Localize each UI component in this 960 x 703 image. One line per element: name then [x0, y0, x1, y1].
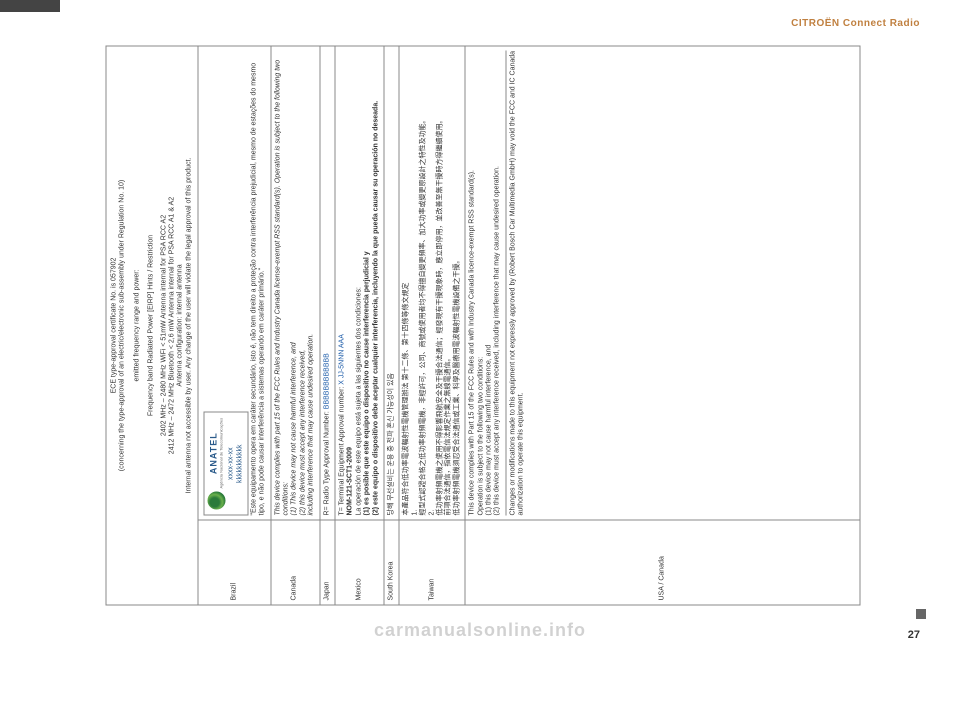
usa-canada-row: USA / Canada This device complies with P… [466, 47, 860, 605]
usa-content: This device complies with Part 15 of the… [466, 47, 860, 520]
warning-line: Internal antenna not accessible by user.… [185, 51, 193, 601]
mexico-line5: (2) este equipo o dispositivo debe acept… [372, 51, 380, 516]
japan-approval-number: BBBBBBBBBBBB [323, 353, 330, 409]
country-cell: USA / Canada [466, 520, 860, 605]
country-cell: Taiwan [400, 520, 465, 605]
anatel-sub-text: Agência Nacional de Telecomunicações [220, 418, 225, 489]
ece-sub-line: (concerning the type-approval of an elec… [119, 51, 127, 601]
watermark-text: carmanualsonline.info [374, 620, 586, 641]
brazil-content: ANATEL Agência Nacional de Telecomunicaç… [199, 47, 271, 520]
country-cell: South Korea [384, 520, 398, 605]
ece-line: ECE type-approval certificate No. is 057… [111, 51, 119, 601]
anatel-code2: kkkkkkkkkkk [236, 418, 244, 510]
country-cell: Mexico [336, 520, 384, 605]
mexico-nom: NOM-121-SCT1-2009 [347, 51, 355, 516]
mexico-line1: T= Terminal Equipment Approval number: [339, 385, 346, 516]
south-korea-row: South Korea 당해 무선설비는 운용 중 전파 혼신 가능성이 있음 [384, 47, 399, 605]
freq-title: Frequency band Radiated Power [EIRP] Hin… [148, 51, 156, 601]
emitted-line: emitted frequency range and power: [133, 51, 141, 601]
country-cell: Brazil [199, 520, 271, 605]
brazil-text: "Este equipamento opera em caráter secun… [250, 51, 267, 516]
usa-block1: This device complies with Part 15 of the… [469, 51, 507, 516]
header-accent-bar [0, 0, 60, 12]
country-cell: Canada [271, 520, 319, 605]
japan-text: R= Radio Type Approval Number: [323, 409, 330, 515]
anatel-certificate-box: ANATEL Agência Nacional de Telecomunicaç… [204, 412, 249, 516]
page-marker-icon [916, 609, 926, 619]
mexico-line3: La operación de este equipo está sujeta … [355, 51, 363, 516]
taiwan-row: Taiwan 本產品符合低功率電波輻射性電機管理辦法 第十二條、第十四條等條文規… [400, 47, 466, 605]
anatel-code1: xxxx-xx-xx [228, 418, 236, 510]
country-cell: Japan [320, 520, 334, 605]
freq-line1: 2402 MHz – 2480 MHz WiFi < 51mW Antenna … [160, 51, 168, 601]
header-row: ECE type-approval certificate No. is 057… [107, 47, 199, 605]
page-number: 27 [908, 629, 920, 641]
anatel-logo: ANATEL Agência Nacional de Telecomunicaç… [208, 418, 226, 510]
rotated-page-content: ECE type-approval certificate No. is 057… [203, 0, 763, 703]
mexico-row: Mexico T= Terminal Equipment Approval nu… [336, 47, 385, 605]
canada-row: Canada This device complies with part 15… [271, 47, 320, 605]
brazil-row: Brazil ANATEL Agência Nacional de Teleco… [199, 47, 272, 605]
canada-content: This device complies with part 15 of the… [271, 47, 319, 520]
japan-row: Japan R= Radio Type Approval Number: BBB… [320, 47, 335, 605]
usa-block2: Changes or modifications made to this eq… [509, 51, 526, 516]
mexico-line4: (1) es posible que este equipo o disposi… [364, 51, 372, 516]
mexico-content: T= Terminal Equipment Approval number: X… [336, 47, 384, 520]
anatel-swirl-icon [208, 492, 226, 510]
mexico-approval-number: X JJ-5NNN AAA [339, 334, 346, 385]
skorea-content: 당해 무선설비는 운용 중 전파 혼신 가능성이 있음 [384, 47, 398, 520]
brand-label: CITROËN Connect Radio [791, 18, 920, 29]
certification-table: ECE type-approval certificate No. is 057… [106, 46, 861, 606]
antenna-line: Antenna configuration: internal antenna [177, 51, 185, 601]
header-cell: ECE type-approval certificate No. is 057… [107, 47, 198, 605]
freq-line2: 2412 MHz – 2472 MHz Bluetooth < 2,6 mW A… [168, 51, 176, 601]
japan-content: R= Radio Type Approval Number: BBBBBBBBB… [320, 47, 334, 520]
taiwan-content: 本產品符合低功率電波輻射性電機管理辦法 第十二條、第十四條等條文規定 1. 經型… [400, 47, 465, 520]
